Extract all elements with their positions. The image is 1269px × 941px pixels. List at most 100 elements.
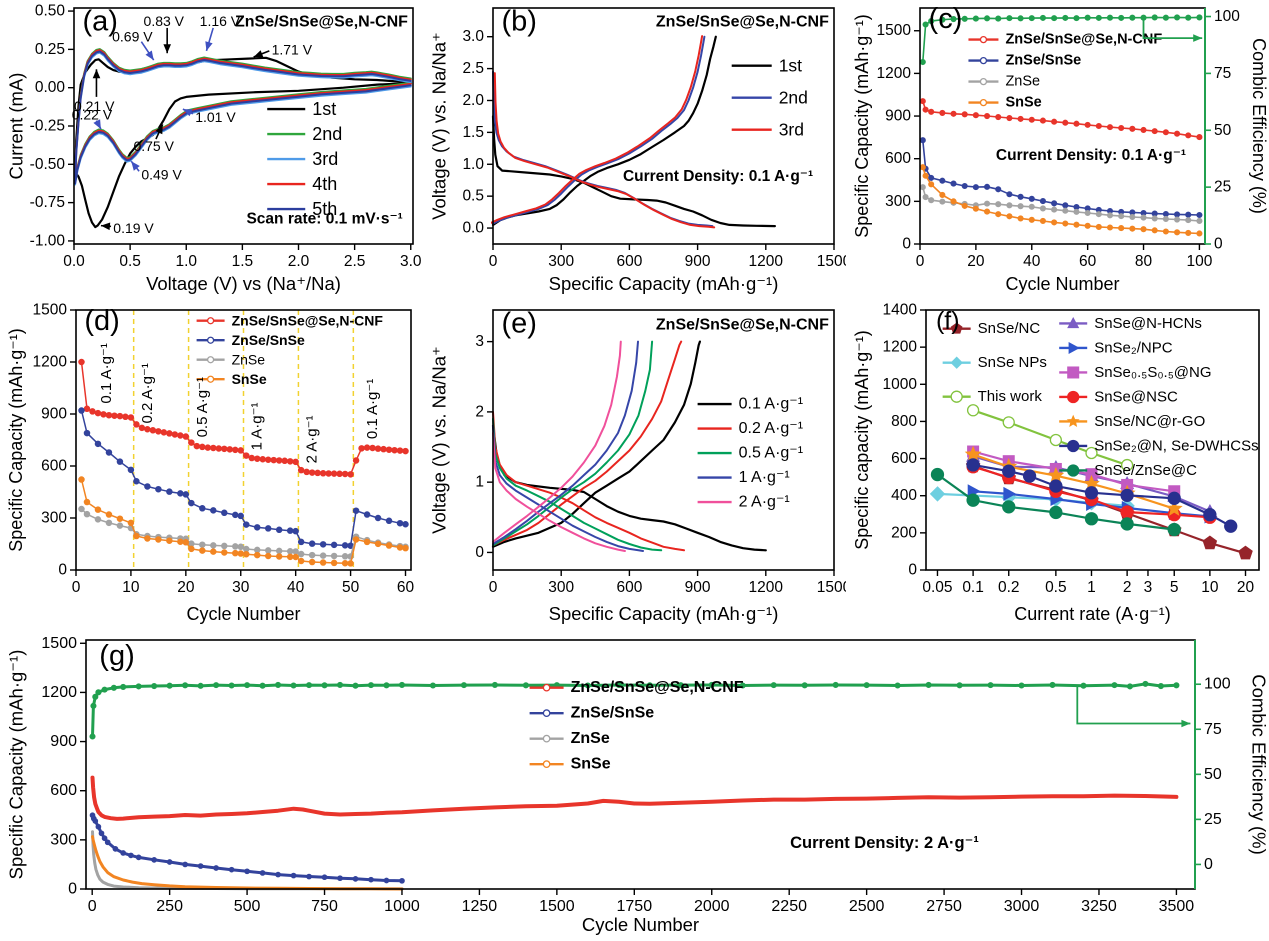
marker-circle [210,444,217,452]
legend-label: This work [978,388,1043,405]
marker-circle [972,15,979,22]
marker-circle [863,682,870,689]
legend-label: SnSe [571,756,611,773]
marker-circle [950,198,957,205]
y-axis-label: Current (mA) [6,73,27,180]
marker-circle [368,876,374,883]
legend-label: ZnSe/SnSe@Se,N-CNF [232,313,384,329]
marker-circle [101,835,108,842]
annotation-text: (e) [502,308,537,340]
plot-area [919,14,1203,237]
marker-circle [1002,500,1016,514]
y-tick-label: 0.0 [462,220,484,237]
legend-label: SnSe@N-HCNs [1094,315,1202,332]
plot-area [929,404,1253,560]
x-tick-label: 1000 [384,898,420,915]
marker-circle [264,456,272,464]
marker-circle [1162,210,1169,218]
marker-circle [133,478,140,485]
marker-circle [104,839,111,846]
y2-tick-label: 100 [1204,676,1231,693]
marker-circle [228,682,235,689]
marker-circle [341,470,349,478]
marker-circle [374,514,382,522]
marker-circle [105,449,113,456]
panel-g-longterm-cycling-chart: 0 250 500 750 1000 1250 1500 1750 2000 2250 2500 27… [0,630,1269,941]
marker-circle [151,856,158,863]
annotation-text: Current Density: 2 A·g⁻¹ [790,834,979,852]
y-tick-label: 2.5 [462,60,484,77]
y-tick-label: 0 [475,544,484,561]
annotation-text: 0.75 V [133,138,174,154]
y-tick-label: 400 [891,487,917,504]
marker-circle [832,681,839,689]
x-tick-label: 900 [685,253,711,270]
legend-label: ZnSe/SnSe [232,332,305,348]
marker-circle [177,490,184,497]
annotation-text: Scan rate: 0.1 mV·s⁻¹ [246,211,402,228]
marker-circle [1051,15,1058,22]
marker-circle [352,536,360,543]
legend-label: ZnSe/SnSe [571,705,655,722]
marker-circle [919,164,926,171]
marker-circle [290,682,297,689]
marker-circle [336,470,343,478]
y-tick-label: 1500 [41,635,77,652]
marker-circle [92,818,99,824]
arrowhead [182,109,193,117]
marker-circle [385,517,393,525]
marker-circle [399,877,405,884]
marker-circle [213,682,220,689]
y-tick-label: 300 [885,193,911,210]
marker-circle [1140,126,1147,134]
marker-circle [460,682,467,689]
marker-circle [89,733,96,740]
marker-circle [210,507,217,514]
marker-circle [1140,226,1147,233]
series-0.2-discharge [492,410,685,552]
legend-label: 3rd [312,149,338,169]
marker-circle [801,682,808,689]
marker-circle [83,429,91,437]
marker-circle [95,689,102,696]
marker-circle [330,470,338,477]
marker-circle [1106,124,1114,131]
marker-circle [1006,202,1013,209]
marker-circle [1157,682,1164,690]
marker-circle [928,197,935,204]
marker-circle [369,444,376,452]
marker-circle [374,540,382,548]
marker-circle [1095,223,1102,230]
marker-circle [950,180,957,187]
marker-circle [1062,119,1069,126]
marker-circle [1006,114,1013,122]
marker-circle [197,682,204,689]
marker-circle [396,447,404,454]
marker-circle [1118,14,1125,21]
x-tick-label: 2500 [849,898,885,915]
x-tick-label: 600 [616,253,642,270]
marker-circle [210,542,217,549]
marker-circle [1049,433,1063,447]
marker-circle [83,405,91,413]
marker-circle [894,682,901,689]
y-tick-label: 1200 [41,684,77,701]
marker-circle [275,871,281,878]
series-ZnSe/SnSe@Se,N-CNF [922,100,1201,138]
annotation-text: ZnSe/SnSe@Se,N-CNF [656,317,829,334]
marker-circle [297,538,305,546]
marker-circle [1067,464,1080,477]
marker-circle [1073,15,1080,22]
marker-circle [206,336,215,344]
marker-circle [984,15,991,22]
marker-circle [188,439,195,446]
annotation-text: 1.71 V [272,41,313,57]
marker-circle [939,198,946,205]
marker-circle [1095,211,1102,218]
marker-circle [352,875,359,882]
marker-circle [182,433,190,440]
marker-circle [1062,14,1069,21]
x-tick-label: 10 [122,579,140,596]
x-tick-label: 5 [1170,579,1179,596]
marker-circle [213,865,219,871]
